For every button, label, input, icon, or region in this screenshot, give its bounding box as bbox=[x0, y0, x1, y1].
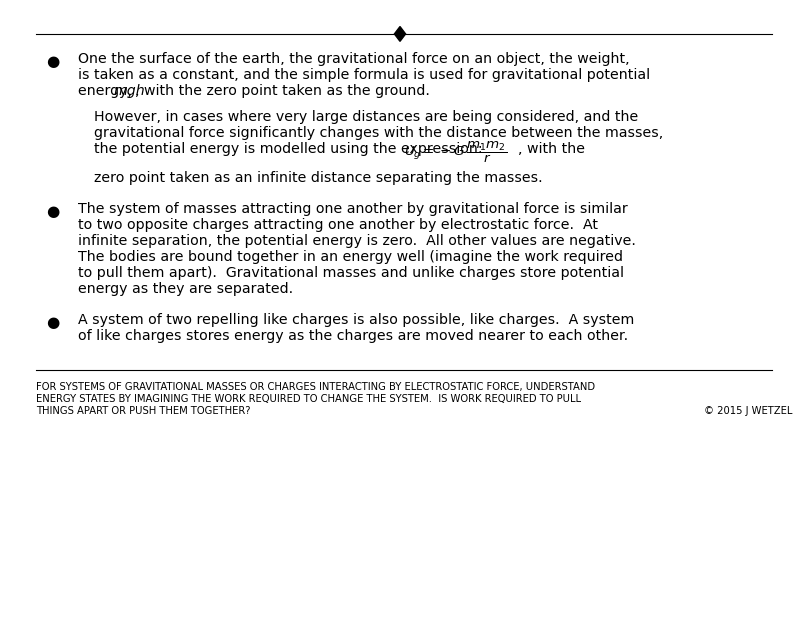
Text: However, in cases where very large distances are being considered, and the: However, in cases where very large dista… bbox=[94, 110, 638, 125]
Text: to pull them apart).  Gravitational masses and unlike charges store potential: to pull them apart). Gravitational masse… bbox=[78, 267, 624, 280]
Text: ●: ● bbox=[46, 204, 60, 219]
Text: The system of masses attracting one another by gravitational force is similar: The system of masses attracting one anot… bbox=[78, 202, 628, 216]
Text: A system of two repelling like charges is also possible, like charges.  A system: A system of two repelling like charges i… bbox=[78, 313, 634, 327]
Text: , with the zero point taken as the ground.: , with the zero point taken as the groun… bbox=[135, 85, 430, 99]
Text: infinite separation, the potential energy is zero.  All other values are negativ: infinite separation, the potential energ… bbox=[78, 234, 636, 248]
Text: The bodies are bound together in an energy well (imagine the work required: The bodies are bound together in an ener… bbox=[78, 251, 623, 264]
Text: FOR SYSTEMS OF GRAVITATIONAL MASSES OR CHARGES INTERACTING BY ELECTROSTATIC FORC: FOR SYSTEMS OF GRAVITATIONAL MASSES OR C… bbox=[36, 383, 595, 392]
Text: mgh: mgh bbox=[114, 85, 146, 99]
Text: gravitational force significantly changes with the distance between the masses,: gravitational force significantly change… bbox=[94, 126, 664, 141]
Text: zero point taken as an infinite distance separating the masses.: zero point taken as an infinite distance… bbox=[94, 172, 543, 185]
Text: energy as they are separated.: energy as they are separated. bbox=[78, 282, 294, 296]
Text: $U_g = -G\,\dfrac{m_1 m_2}{r}$: $U_g = -G\,\dfrac{m_1 m_2}{r}$ bbox=[404, 139, 507, 165]
Text: the potential energy is modelled using the expression:: the potential energy is modelled using t… bbox=[94, 143, 487, 157]
Text: One the surface of the earth, the gravitational force on an object, the weight,: One the surface of the earth, the gravit… bbox=[78, 52, 630, 67]
Text: THINGS APART OR PUSH THEM TOGETHER?: THINGS APART OR PUSH THEM TOGETHER? bbox=[36, 406, 250, 416]
Text: © 2015 J WETZEL: © 2015 J WETZEL bbox=[704, 406, 792, 416]
Text: of like charges stores energy as the charges are moved nearer to each other.: of like charges stores energy as the cha… bbox=[78, 329, 629, 343]
Text: energy,: energy, bbox=[78, 85, 137, 99]
Polygon shape bbox=[394, 27, 406, 41]
Text: to two opposite charges attracting one another by electrostatic force.  At: to two opposite charges attracting one a… bbox=[78, 218, 598, 232]
Text: is taken as a constant, and the simple formula is used for gravitational potenti: is taken as a constant, and the simple f… bbox=[78, 68, 650, 83]
Text: ●: ● bbox=[46, 315, 60, 330]
Text: ENERGY STATES BY IMAGINING THE WORK REQUIRED TO CHANGE THE SYSTEM.  IS WORK REQU: ENERGY STATES BY IMAGINING THE WORK REQU… bbox=[36, 394, 581, 404]
Text: , with the: , with the bbox=[518, 143, 585, 157]
Text: ●: ● bbox=[46, 54, 60, 69]
